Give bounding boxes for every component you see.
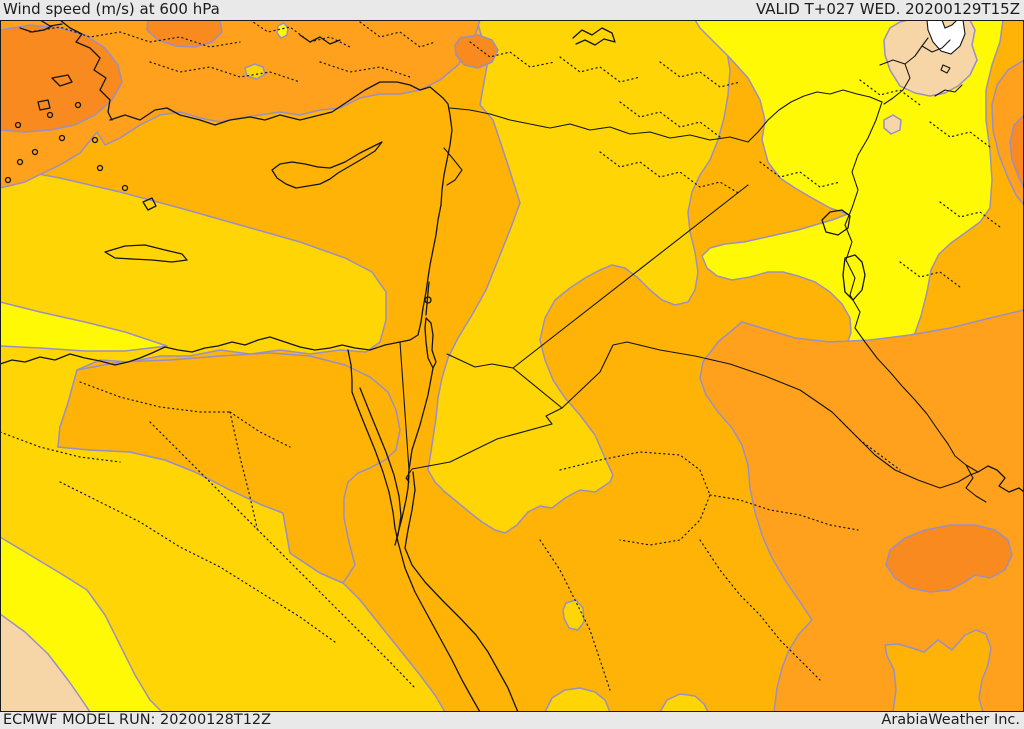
border-syria-iraq (512, 184, 749, 369)
border-iraq-saudi (561, 341, 979, 489)
lake-urmia (842, 254, 866, 301)
header-bar: Wind speed (m/s) at 600 hPa VALID T+027 … (0, 0, 1024, 20)
band-dark-orange-east-edge (1009, 114, 1024, 189)
coastlines-and-borders (0, 20, 1024, 712)
border-caucasus-4 (934, 84, 963, 97)
aegean-coastline (59, 20, 113, 121)
band-peach-southwest-corner (0, 613, 91, 712)
caspian-sea-white (926, 20, 966, 55)
cyprus-island (271, 141, 383, 189)
border-kuwait (965, 464, 987, 503)
dead-sea (424, 317, 437, 369)
credit-label: ArabiaWeather Inc. (881, 712, 1020, 728)
border-lebanon-syria (443, 147, 463, 186)
band-gold-turkey-lens (244, 63, 266, 80)
red-sea-east-shore (404, 471, 519, 712)
band-dark-orange-small-blob (454, 34, 499, 69)
band-dark-orange-north-blob (146, 20, 223, 48)
band-yellow-northeast (694, 20, 1004, 399)
weather-map (0, 20, 1024, 712)
band-gold-bottom-blob-1 (544, 687, 611, 712)
band-yellow-tiny-lens (276, 22, 289, 39)
band-amber-egypt-blob (57, 352, 401, 584)
valid-time-label: VALID T+027 WED. 20200129T15Z (755, 0, 1020, 18)
wind-speed-contour-map (0, 20, 1024, 712)
band-yellow-left-lens (0, 301, 168, 352)
band-gold-bottom-blob-2 (659, 693, 709, 712)
persian-gulf-coast (977, 465, 1024, 493)
contour-bands (0, 20, 1024, 712)
jordan-river (425, 281, 430, 316)
page-title: Wind speed (m/s) at 600 hPa (3, 0, 220, 18)
band-orange-saudi (699, 309, 1024, 712)
mediterranean-coastline (0, 81, 453, 366)
border-syria-jordan (446, 353, 514, 369)
band-gold-middle (427, 20, 731, 534)
footer-bar: ECMWF MODEL RUN: 20200128T12Z ArabiaWeat… (0, 712, 1024, 729)
lesbos-island (51, 74, 73, 87)
lake-tuz-marks (299, 34, 341, 45)
aegean-small-islands (4, 101, 129, 192)
border-jordan-iraq (512, 367, 563, 409)
border-turkey-syria-iraq (449, 89, 883, 143)
model-run-label: ECMWF MODEL RUN: 20200128T12Z (3, 712, 272, 728)
band-dark-orange-nw-corner (0, 24, 123, 133)
border-caucasus-1 (879, 37, 929, 66)
gulf-of-suez-red-sea-west-shore (351, 391, 481, 712)
rhodes-island (142, 197, 157, 211)
arava-valley-border (407, 367, 434, 481)
border-iraq-iran (844, 101, 979, 473)
admin-boundaries-dotted (0, 20, 1001, 691)
border-caucasus-2 (883, 63, 911, 105)
band-dark-orange-saudi-blob (885, 524, 1013, 593)
border-israel-egypt (399, 341, 410, 471)
border-caucasus-3 (921, 39, 951, 53)
marmara-coast-2 (19, 25, 53, 33)
band-peach-dot (883, 114, 902, 135)
sinai-east-shore (359, 387, 410, 546)
suez-canal (347, 349, 353, 393)
ataturk-reservoir (572, 27, 616, 46)
caspian-inner-mark (940, 64, 951, 74)
chios-island (37, 99, 51, 111)
lake-van (821, 209, 851, 236)
crete-island (104, 244, 188, 263)
marmara-coast-1 (39, 20, 63, 27)
border-jordan-saudi (405, 407, 563, 483)
